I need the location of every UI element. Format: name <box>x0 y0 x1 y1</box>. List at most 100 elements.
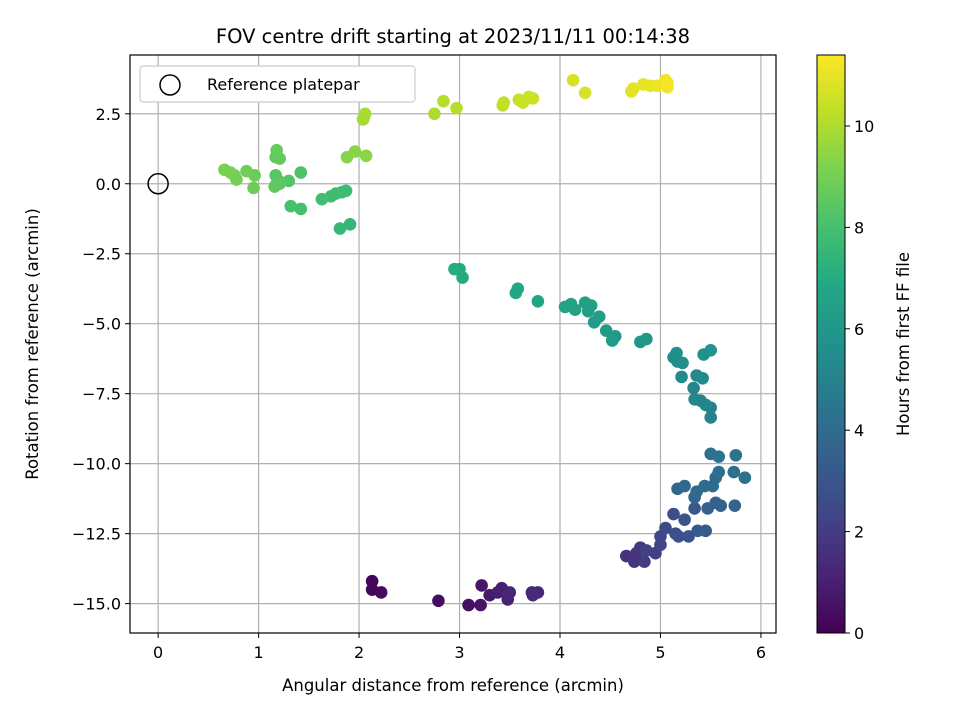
data-point <box>566 73 580 87</box>
data-point <box>659 521 672 535</box>
data-point <box>638 555 651 568</box>
colorbar-tick-label: 10 <box>854 117 874 136</box>
data-point <box>699 398 712 412</box>
colorbar-fill <box>816 54 846 634</box>
legend-open-circle-icon <box>159 74 181 96</box>
data-point <box>688 392 701 406</box>
data-point <box>558 300 572 314</box>
data-point <box>599 324 613 338</box>
data-point <box>678 513 691 526</box>
legend: Reference platepar <box>139 65 416 103</box>
data-point <box>712 465 726 479</box>
data-point <box>294 166 308 179</box>
data-point <box>704 411 717 424</box>
data-point <box>627 82 640 95</box>
colorbar-tick-label: 0 <box>854 624 864 643</box>
y-tick-label: −15.0 <box>72 595 121 614</box>
colorbar-tick-label: 6 <box>854 320 864 339</box>
data-point <box>339 184 353 198</box>
data-point <box>333 222 347 235</box>
data-point <box>348 145 362 158</box>
data-point <box>682 530 695 543</box>
x-tick-label: 3 <box>454 643 464 662</box>
colorbar-ticks: 0 2 4 6 8 10 <box>845 117 874 643</box>
data-point <box>437 94 450 108</box>
y-tick-label: −10.0 <box>72 455 121 474</box>
data-point <box>448 262 461 276</box>
data-point <box>687 381 700 395</box>
scatter-points <box>218 73 752 612</box>
data-point <box>432 594 445 608</box>
data-point <box>374 586 388 599</box>
data-point <box>450 101 463 115</box>
data-point <box>497 96 511 109</box>
legend-box <box>139 65 416 103</box>
y-axis-ticks: 2.5 0.0 −2.5 −5.0 −7.5 −10.0 −12.5 −15.0 <box>72 105 130 614</box>
data-point <box>605 334 619 347</box>
x-tick-label: 4 <box>555 643 565 662</box>
data-point <box>670 346 683 360</box>
data-point <box>714 499 728 512</box>
x-axis-ticks: 0 1 2 3 4 5 6 <box>153 633 766 662</box>
data-point <box>667 507 680 521</box>
colorbar-tick-label: 2 <box>854 523 864 542</box>
y-tick-label: −12.5 <box>72 525 121 544</box>
data-point <box>270 143 283 157</box>
data-point <box>728 499 742 512</box>
data-point <box>503 586 517 599</box>
y-tick-label: −7.5 <box>82 385 121 404</box>
data-point <box>428 107 441 121</box>
data-point <box>640 332 653 346</box>
y-tick-label: −5.0 <box>82 315 121 334</box>
plot-frame <box>129 54 777 634</box>
data-point <box>661 76 674 90</box>
x-tick-label: 2 <box>354 643 364 662</box>
data-point <box>247 181 260 195</box>
data-point <box>675 370 688 384</box>
data-point <box>475 579 488 592</box>
data-point <box>578 296 592 310</box>
data-point <box>531 295 545 308</box>
colorbar-label: Hours from first FF file <box>894 252 913 436</box>
data-point <box>315 192 329 206</box>
data-point <box>592 310 606 324</box>
x-tick-label: 6 <box>756 643 766 662</box>
data-point <box>218 163 231 177</box>
data-point <box>678 479 691 493</box>
data-point <box>358 107 372 121</box>
colorbar: 0 2 4 6 8 10 Hours from first FF file <box>816 54 913 643</box>
data-point <box>688 502 701 515</box>
data-point <box>240 164 253 178</box>
data-point <box>474 598 487 612</box>
x-tick-label: 1 <box>254 643 264 662</box>
grid-lines <box>130 55 776 633</box>
colorbar-tick-label: 4 <box>854 421 864 440</box>
x-tick-label: 5 <box>655 643 665 662</box>
y-tick-label: 0.0 <box>96 175 121 194</box>
data-point <box>343 218 357 231</box>
data-point <box>727 465 741 479</box>
legend-label: Reference platepar <box>207 75 360 94</box>
data-point <box>712 450 726 463</box>
x-axis-label: Angular distance from reference (arcmin) <box>282 676 624 695</box>
data-point <box>729 448 743 462</box>
colorbar-tick-label: 8 <box>854 218 864 237</box>
data-point <box>359 149 373 163</box>
data-point <box>738 471 752 484</box>
data-point <box>284 199 298 213</box>
chart-title: FOV centre drift starting at 2023/11/11 … <box>216 25 690 48</box>
data-point <box>268 180 281 193</box>
data-point <box>294 202 308 216</box>
data-point <box>526 92 540 105</box>
data-point <box>696 371 709 385</box>
reference-platepar-marker <box>147 173 169 195</box>
data-point <box>526 588 540 602</box>
data-point <box>511 282 525 296</box>
data-point <box>672 530 685 543</box>
y-tick-label: 2.5 <box>96 105 121 124</box>
data-point <box>462 598 475 612</box>
x-tick-label: 0 <box>153 643 163 662</box>
data-point <box>676 356 689 370</box>
data-point <box>578 86 592 100</box>
